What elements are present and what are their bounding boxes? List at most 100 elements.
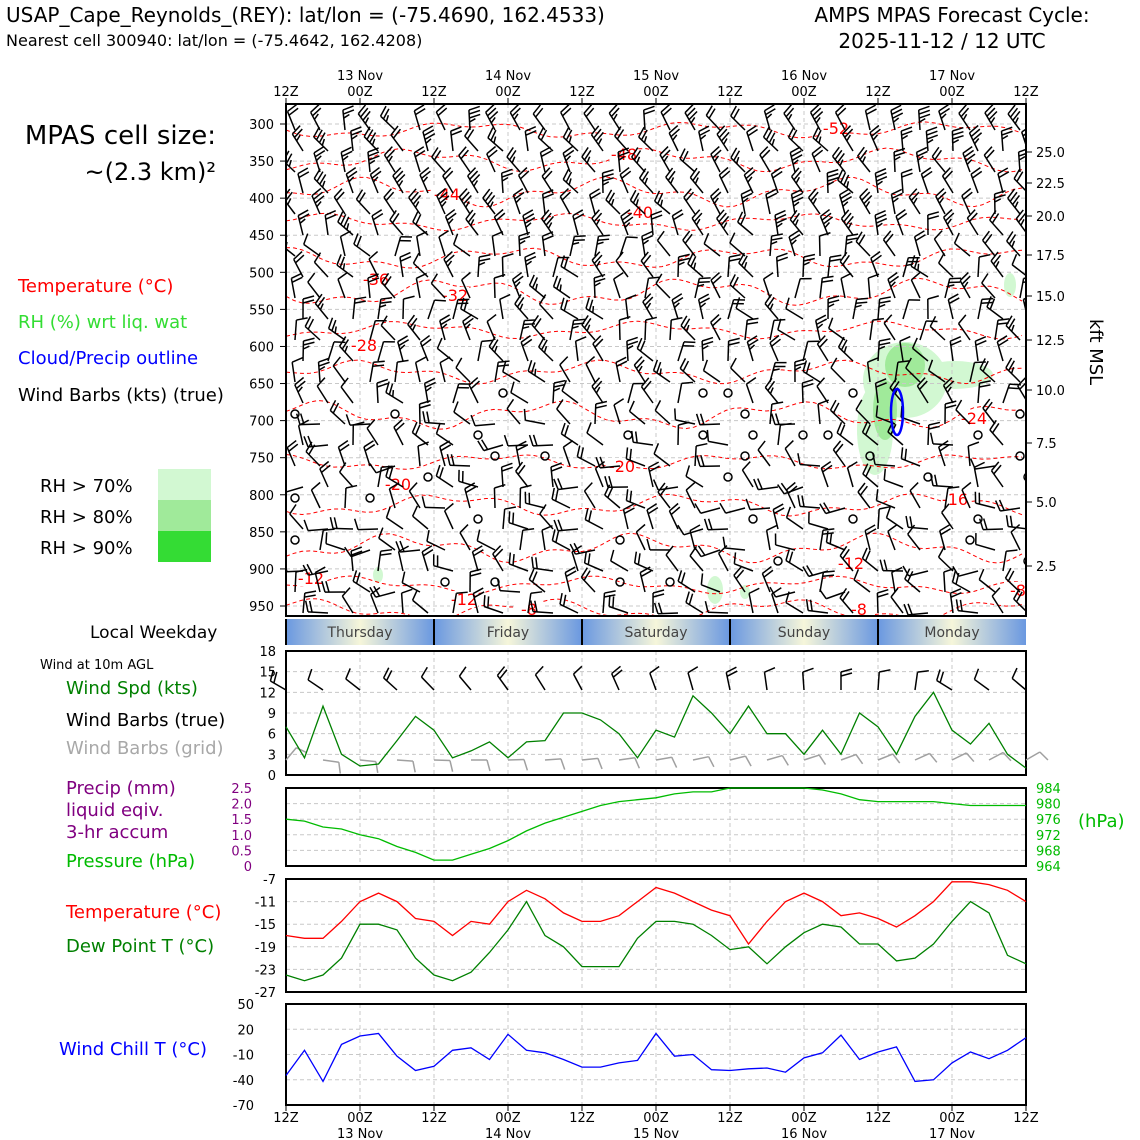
wind-barb-flag — [583, 551, 587, 564]
wind-barb-flag — [307, 668, 313, 681]
wind-barb-flag — [522, 325, 530, 330]
wind-barb-flag — [855, 301, 868, 305]
wind-barb-flag — [787, 126, 795, 138]
wind-barb-flag — [575, 336, 587, 342]
wind-barb-flag — [573, 213, 585, 221]
windchill-tick-label: 20 — [237, 1023, 254, 1038]
wind-barb-flag — [553, 387, 561, 392]
wind-barb-staff — [982, 528, 1004, 531]
top-time-label: 00Z — [495, 85, 521, 100]
wind-barb-flag — [913, 257, 919, 269]
wind-barb-flag — [842, 125, 852, 135]
wind-barb-flag — [943, 567, 955, 573]
wind-barb-flag — [297, 209, 309, 217]
wind-barb-staff — [427, 299, 436, 320]
wind-barb-flag — [835, 443, 844, 454]
wind-barb-flag — [401, 571, 406, 583]
temperature-contour-label: -32 — [442, 286, 468, 305]
wind-barb-flag — [684, 233, 693, 244]
calm-circle — [1015, 409, 1025, 419]
wind-barb-flag — [892, 753, 901, 764]
weekday-cell — [286, 619, 434, 645]
wind-barb-flag — [905, 357, 912, 369]
wind-barb-staff — [333, 196, 346, 215]
wind-barb-flag — [390, 125, 399, 136]
calm-circle — [848, 514, 858, 524]
wind-barb-flag — [663, 155, 669, 163]
wind-barb-flag — [573, 318, 586, 322]
windchill-line — [285, 1032, 1027, 1083]
wind-barb-flag — [911, 337, 918, 349]
wind-barb-flag — [671, 209, 683, 217]
wind-10m-label: Wind at 10m AGL — [40, 658, 154, 673]
wind-barb-flag — [861, 547, 868, 559]
wind-barb-staff — [576, 456, 596, 467]
wind-barb-flag — [321, 138, 326, 146]
hpa-tick-label: 800 — [249, 489, 274, 504]
wind-barb-staff — [458, 155, 471, 173]
wind-barb-flag — [368, 277, 380, 283]
wind-barb-flag — [318, 357, 330, 363]
wind-barb-staff — [552, 539, 571, 551]
wind-barb-staff — [801, 671, 805, 691]
wind-barb-flag — [421, 496, 426, 508]
wind-barb-staff — [975, 465, 996, 470]
wind-barb-flag — [827, 168, 839, 174]
wind-barb-flag — [619, 166, 630, 176]
wind-barb-flag — [628, 400, 635, 412]
wind-barb-flag — [307, 318, 315, 330]
wind-barb-flag — [353, 233, 359, 245]
wind-barb-flag — [1001, 134, 1009, 140]
kft-tick-label: 22.5 — [1036, 177, 1065, 192]
wind-barb-flag — [299, 218, 306, 224]
wind-barb-flag — [836, 107, 847, 117]
wind-barb-flag — [419, 404, 431, 409]
wind-barb-flag — [766, 113, 773, 120]
wind-barb-flag — [587, 553, 591, 565]
wind-barb-staff — [285, 747, 297, 761]
wind-barb-flag — [989, 420, 997, 431]
calm-circle — [973, 430, 983, 440]
wind-barb-flag — [904, 448, 908, 461]
wind-barb-flag — [435, 104, 446, 113]
wind-barb-flag — [901, 130, 913, 136]
wind-barb-flag — [839, 424, 846, 436]
wind-barb-flag — [984, 401, 993, 412]
wind-barb-flag — [590, 125, 600, 136]
wind-barb-flag — [388, 383, 394, 395]
wind-barb-flag — [325, 532, 328, 544]
wind-barb-flag — [498, 360, 510, 364]
wind-barb-flag — [634, 431, 638, 443]
wind-barb-flag — [557, 519, 563, 531]
wind-barb-flag — [829, 258, 842, 262]
wind-barb-staff — [827, 257, 831, 278]
wind-barb-flag — [340, 230, 351, 238]
wind-barb-staff — [627, 383, 634, 404]
wind-barb-flag — [875, 378, 887, 384]
wind-barb-flag — [295, 134, 301, 142]
wind-barb-flag — [936, 669, 941, 681]
wind-barb-flag — [840, 272, 852, 280]
wind-barb-flag — [897, 212, 908, 221]
wind-barb-flag — [563, 257, 569, 269]
wind-barb-flag — [385, 381, 390, 393]
wind-barb-staff — [322, 759, 339, 763]
wind-barb-flag — [583, 104, 593, 114]
pressure-tick-label: 980 — [1036, 798, 1061, 813]
wind-barb-flag — [486, 759, 491, 772]
wind-barb-flag — [411, 589, 418, 601]
wind-barb-flag — [829, 254, 842, 258]
wind-barb-flag — [616, 129, 625, 140]
wind-barb-flag — [853, 569, 860, 581]
wind-barb-staff — [377, 467, 383, 488]
wind-barb-flag — [557, 478, 563, 490]
wind-barb-staff — [644, 319, 647, 341]
wind-barb-flag — [1013, 588, 1020, 600]
wind-barb-flag — [414, 149, 426, 158]
wind-barb-flag — [608, 192, 616, 204]
wind-barb-flag — [1023, 297, 1026, 301]
wind-barb-flag — [806, 565, 814, 576]
wind-barb-flag — [411, 421, 418, 433]
wind-barb-staff — [359, 759, 376, 763]
wind-barb-flag — [597, 758, 603, 770]
